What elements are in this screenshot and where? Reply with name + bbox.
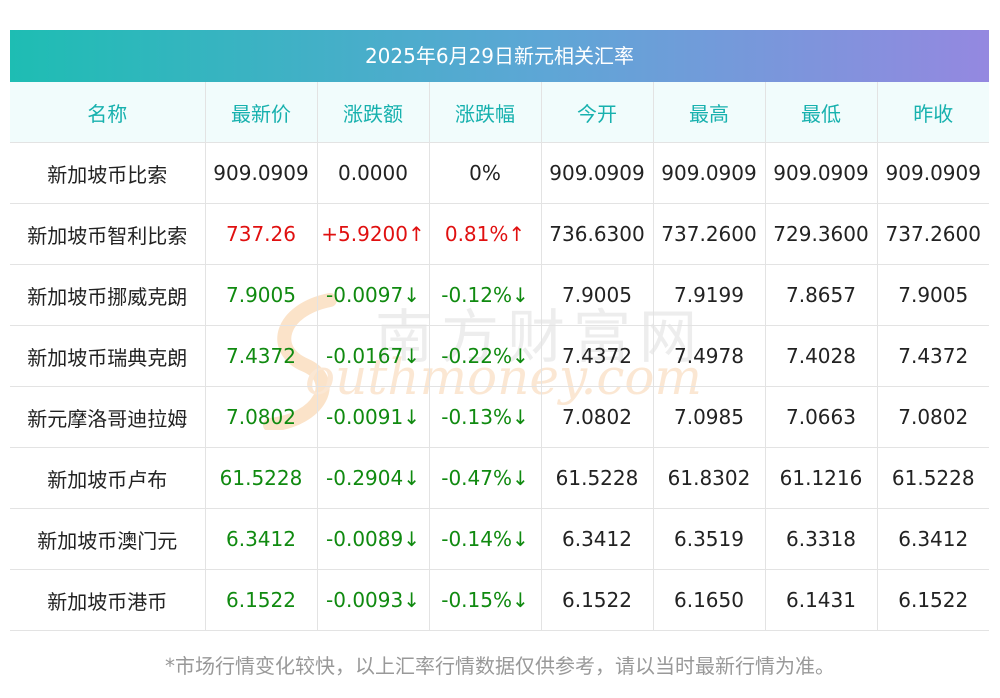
open-price: 7.9005 (541, 264, 654, 326)
change-percent: 0% (429, 142, 542, 204)
change-amount: 0.0000 (317, 142, 430, 204)
low-price: 6.3318 (765, 508, 878, 570)
low-price: 7.0663 (765, 386, 878, 448)
high-price: 7.4978 (653, 325, 766, 387)
low-price: 7.4028 (765, 325, 878, 387)
high-price: 737.2600 (653, 203, 766, 265)
currency-name: 新元摩洛哥迪拉姆 (10, 386, 206, 448)
currency-name: 新加坡币卢布 (10, 447, 206, 509)
change-percent: -0.22%↓ (429, 325, 542, 387)
latest-price: 7.4372 (205, 325, 318, 387)
table-row: 新加坡币挪威克朗 7.9005 -0.0097↓ -0.12%↓ 7.9005 … (10, 264, 989, 326)
currency-name: 新加坡币智利比索 (10, 203, 206, 265)
change-amount: -0.0097↓ (317, 264, 430, 326)
low-price: 61.1216 (765, 447, 878, 509)
rate-table: 名称 最新价 涨跌额 涨跌幅 今开 最高 最低 昨收 新加坡币比索 909.09… (10, 82, 989, 631)
currency-name: 新加坡币挪威克朗 (10, 264, 206, 326)
header-pct: 涨跌幅 (429, 82, 542, 143)
open-price: 6.1522 (541, 569, 654, 631)
table-row: 新加坡币比索 909.0909 0.0000 0% 909.0909 909.0… (10, 142, 989, 204)
prev-close: 7.9005 (877, 264, 989, 326)
open-price: 7.4372 (541, 325, 654, 387)
change-percent: 0.81%↑ (429, 203, 542, 265)
currency-name: 新加坡币澳门元 (10, 508, 206, 570)
header-price: 最新价 (205, 82, 318, 143)
prev-close: 6.1522 (877, 569, 989, 631)
high-price: 7.0985 (653, 386, 766, 448)
latest-price: 7.0802 (205, 386, 318, 448)
header-high: 最高 (653, 82, 766, 143)
change-amount: -0.0167↓ (317, 325, 430, 387)
latest-price: 7.9005 (205, 264, 318, 326)
open-price: 61.5228 (541, 447, 654, 509)
header-name: 名称 (10, 82, 206, 143)
open-price: 7.0802 (541, 386, 654, 448)
open-price: 6.3412 (541, 508, 654, 570)
latest-price: 61.5228 (205, 447, 318, 509)
currency-name: 新加坡币比索 (10, 142, 206, 204)
latest-price: 6.1522 (205, 569, 318, 631)
prev-close: 61.5228 (877, 447, 989, 509)
disclaimer-footnote: *市场行情变化较快，以上汇率行情数据仅供参考，请以当时最新行情为准。 (165, 654, 835, 678)
high-price: 909.0909 (653, 142, 766, 204)
table-row: 新元摩洛哥迪拉姆 7.0802 -0.0091↓ -0.13%↓ 7.0802 … (10, 386, 989, 448)
high-price: 7.9199 (653, 264, 766, 326)
header-change: 涨跌额 (317, 82, 430, 143)
low-price: 909.0909 (765, 142, 878, 204)
prev-close: 7.4372 (877, 325, 989, 387)
open-price: 909.0909 (541, 142, 654, 204)
high-price: 6.3519 (653, 508, 766, 570)
change-amount: +5.9200↑ (317, 203, 430, 265)
change-percent: -0.12%↓ (429, 264, 542, 326)
header-prev: 昨收 (877, 82, 989, 143)
latest-price: 909.0909 (205, 142, 318, 204)
prev-close: 909.0909 (877, 142, 989, 204)
prev-close: 7.0802 (877, 386, 989, 448)
latest-price: 6.3412 (205, 508, 318, 570)
table-row: 新加坡币澳门元 6.3412 -0.0089↓ -0.14%↓ 6.3412 6… (10, 508, 989, 570)
low-price: 7.8657 (765, 264, 878, 326)
change-amount: -0.0091↓ (317, 386, 430, 448)
change-amount: -0.0093↓ (317, 569, 430, 631)
header-open: 今开 (541, 82, 654, 143)
table-row: 新加坡币港币 6.1522 -0.0093↓ -0.15%↓ 6.1522 6.… (10, 569, 989, 631)
rate-table-container: 2025年6月29日新元相关汇率 名称 最新价 涨跌额 涨跌幅 今开 最高 最低… (10, 30, 989, 631)
change-amount: -0.2904↓ (317, 447, 430, 509)
table-row: 新加坡币卢布 61.5228 -0.2904↓ -0.47%↓ 61.5228 … (10, 447, 989, 509)
currency-name: 新加坡币港币 (10, 569, 206, 631)
low-price: 729.3600 (765, 203, 878, 265)
high-price: 6.1650 (653, 569, 766, 631)
change-percent: -0.13%↓ (429, 386, 542, 448)
table-row: 新加坡币智利比索 737.26 +5.9200↑ 0.81%↑ 736.6300… (10, 203, 989, 265)
table-title: 2025年6月29日新元相关汇率 (10, 30, 989, 82)
change-percent: -0.47%↓ (429, 447, 542, 509)
change-amount: -0.0089↓ (317, 508, 430, 570)
change-percent: -0.14%↓ (429, 508, 542, 570)
open-price: 736.6300 (541, 203, 654, 265)
table-row: 新加坡币瑞典克朗 7.4372 -0.0167↓ -0.22%↓ 7.4372 … (10, 325, 989, 387)
high-price: 61.8302 (653, 447, 766, 509)
latest-price: 737.26 (205, 203, 318, 265)
prev-close: 6.3412 (877, 508, 989, 570)
low-price: 6.1431 (765, 569, 878, 631)
prev-close: 737.2600 (877, 203, 989, 265)
change-percent: -0.15%↓ (429, 569, 542, 631)
header-row: 名称 最新价 涨跌额 涨跌幅 今开 最高 最低 昨收 (10, 82, 989, 143)
currency-name: 新加坡币瑞典克朗 (10, 325, 206, 387)
header-low: 最低 (765, 82, 878, 143)
